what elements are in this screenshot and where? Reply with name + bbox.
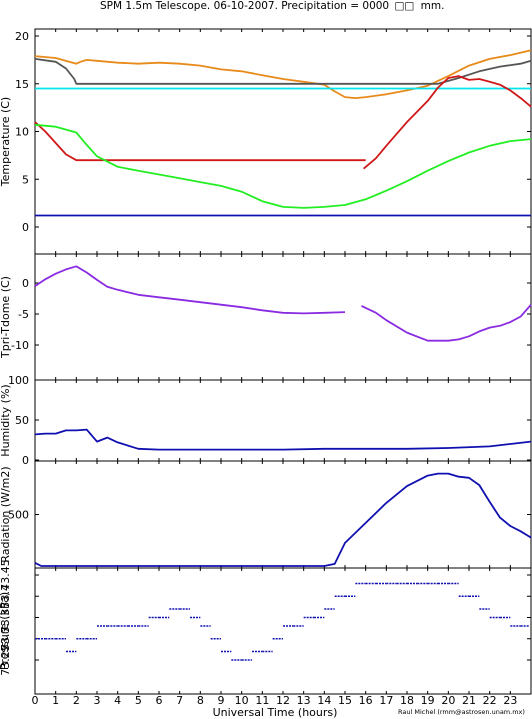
y-tick-label: 73.35 bbox=[0, 602, 12, 634]
y-tick-label: 73.3 bbox=[0, 627, 12, 652]
series-line-0 bbox=[34, 472, 532, 567]
chart-title-units: mm. bbox=[421, 0, 445, 12]
y-axis-title: Humidity (%) bbox=[0, 384, 12, 456]
x-tick-label: 3 bbox=[94, 694, 101, 707]
y-tick-label: 73.25 bbox=[0, 644, 12, 676]
x-tick-label: 17 bbox=[379, 694, 393, 707]
x-tick-label: 10 bbox=[235, 694, 249, 707]
y-tick-label: 15 bbox=[15, 78, 29, 91]
x-tick-label: 16 bbox=[359, 694, 373, 707]
y-tick-label: 0 bbox=[22, 454, 29, 467]
unknown-glyph-icon: □□ bbox=[394, 0, 414, 12]
x-tick-label: 20 bbox=[441, 694, 455, 707]
series-line-0 bbox=[34, 265, 346, 315]
series-line-3 bbox=[34, 121, 366, 162]
pressure-series bbox=[35, 582, 529, 661]
x-tick-label: 19 bbox=[421, 694, 435, 707]
x-tick-label: 5 bbox=[135, 694, 142, 707]
panel-frame bbox=[34, 253, 532, 381]
series-line-0 bbox=[34, 428, 532, 451]
series-line-4 bbox=[363, 75, 532, 170]
y-tick-label: 73.45 bbox=[0, 559, 12, 591]
credit-text: Raul Michel (rmm@astrosen.unam.mx) bbox=[398, 708, 525, 716]
y-tick-label: 100 bbox=[8, 374, 29, 387]
y-axis-title: Temperature (C) bbox=[0, 97, 12, 187]
x-tick-label: 1 bbox=[52, 694, 59, 707]
series-line-5 bbox=[34, 123, 532, 209]
y-tick-label: 20 bbox=[15, 30, 29, 43]
x-tick-label: 0 bbox=[32, 694, 39, 707]
x-tick-label: 23 bbox=[503, 694, 517, 707]
x-tick-label: 14 bbox=[317, 694, 331, 707]
panel-temperature: 0 5 10 15 20 Temperature (C) bbox=[0, 28, 532, 255]
y-tick-label: 0 bbox=[22, 277, 29, 290]
y-tick-label: 0 bbox=[22, 221, 29, 234]
x-axis-label: Universal Time (hours) bbox=[213, 706, 338, 719]
y-tick-label: -10 bbox=[11, 339, 29, 352]
x-tick-label: 2 bbox=[73, 694, 80, 707]
panel-frame bbox=[34, 567, 532, 695]
series-line-1 bbox=[361, 304, 532, 342]
y-axis-title: Pressure (kPa) bbox=[0, 592, 11, 670]
x-tick-label: 11 bbox=[255, 694, 269, 707]
y-tick-label: 5 bbox=[22, 173, 29, 186]
x-tick-label: 6 bbox=[156, 694, 163, 707]
x-tick-label: 13 bbox=[297, 694, 311, 707]
y-tick-label: 10 bbox=[15, 126, 29, 139]
x-tick-label: 8 bbox=[197, 694, 204, 707]
panels: 0 5 10 15 20 Temperature (C) 0 -5 -10Tpri-Tdome … bbox=[0, 28, 532, 695]
y-tick-label: 73.4 bbox=[0, 584, 12, 609]
panel-frame bbox=[34, 460, 532, 569]
x-tick-label: 7 bbox=[176, 694, 183, 707]
x-tick-label: 9 bbox=[218, 694, 225, 707]
x-tick-label: 22 bbox=[483, 694, 497, 707]
x-axis: 0 1 2 3 4 5 6 7 8 9 10 11 12 13 14 15 16 17 18 19 20 21 22 23 bbox=[32, 694, 518, 707]
x-tick-label: 12 bbox=[276, 694, 290, 707]
chart-title: SPM 1.5m Telescope. 06-10-2007. Precipit… bbox=[100, 0, 444, 12]
x-tick-label: 18 bbox=[400, 694, 414, 707]
series-line-0 bbox=[34, 49, 532, 99]
x-tick-label: 21 bbox=[462, 694, 476, 707]
y-tick-label: 500 bbox=[8, 509, 29, 522]
x-tick-label: 15 bbox=[338, 694, 352, 707]
x-tick-label: 4 bbox=[114, 694, 121, 707]
y-tick-label: -5 bbox=[18, 308, 29, 321]
y-tick-label: 50 bbox=[15, 414, 29, 427]
series-line-1 bbox=[34, 58, 532, 85]
y-axis-title: Radiation (W/m2) bbox=[0, 466, 12, 562]
chart-title-text: SPM 1.5m Telescope. 06-10-2007. Precipit… bbox=[100, 0, 389, 12]
y-axis-title: Tpri-Tdome (C) bbox=[0, 276, 12, 359]
